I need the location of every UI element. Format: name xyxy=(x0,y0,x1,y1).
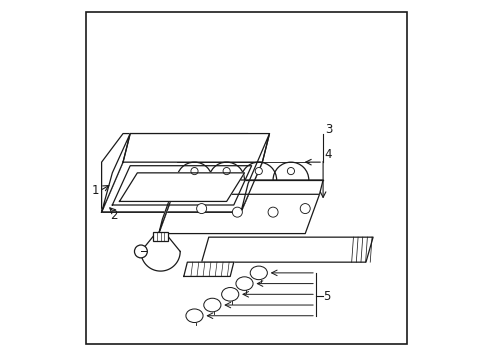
Polygon shape xyxy=(112,166,251,205)
Ellipse shape xyxy=(250,266,267,280)
Polygon shape xyxy=(119,173,244,202)
Circle shape xyxy=(196,203,206,213)
Circle shape xyxy=(300,203,309,213)
Ellipse shape xyxy=(235,277,253,291)
Polygon shape xyxy=(241,134,269,212)
Polygon shape xyxy=(123,134,269,162)
Ellipse shape xyxy=(221,288,238,301)
Polygon shape xyxy=(159,180,176,234)
Text: 5: 5 xyxy=(323,289,330,303)
Text: 1: 1 xyxy=(92,184,99,197)
Polygon shape xyxy=(183,262,233,276)
Ellipse shape xyxy=(185,309,203,323)
Polygon shape xyxy=(102,134,262,212)
Polygon shape xyxy=(173,180,323,194)
Circle shape xyxy=(223,167,230,175)
Bar xyxy=(153,232,167,241)
Polygon shape xyxy=(159,194,319,234)
Ellipse shape xyxy=(203,298,221,312)
Circle shape xyxy=(232,207,242,217)
Polygon shape xyxy=(201,237,372,262)
Polygon shape xyxy=(102,134,130,212)
Circle shape xyxy=(267,207,278,217)
Circle shape xyxy=(134,245,147,258)
Text: 3: 3 xyxy=(324,123,331,136)
Circle shape xyxy=(255,167,262,175)
Text: 4: 4 xyxy=(324,148,331,162)
Circle shape xyxy=(287,167,294,175)
Text: 2: 2 xyxy=(110,209,118,222)
Circle shape xyxy=(190,167,198,175)
Polygon shape xyxy=(102,162,262,212)
